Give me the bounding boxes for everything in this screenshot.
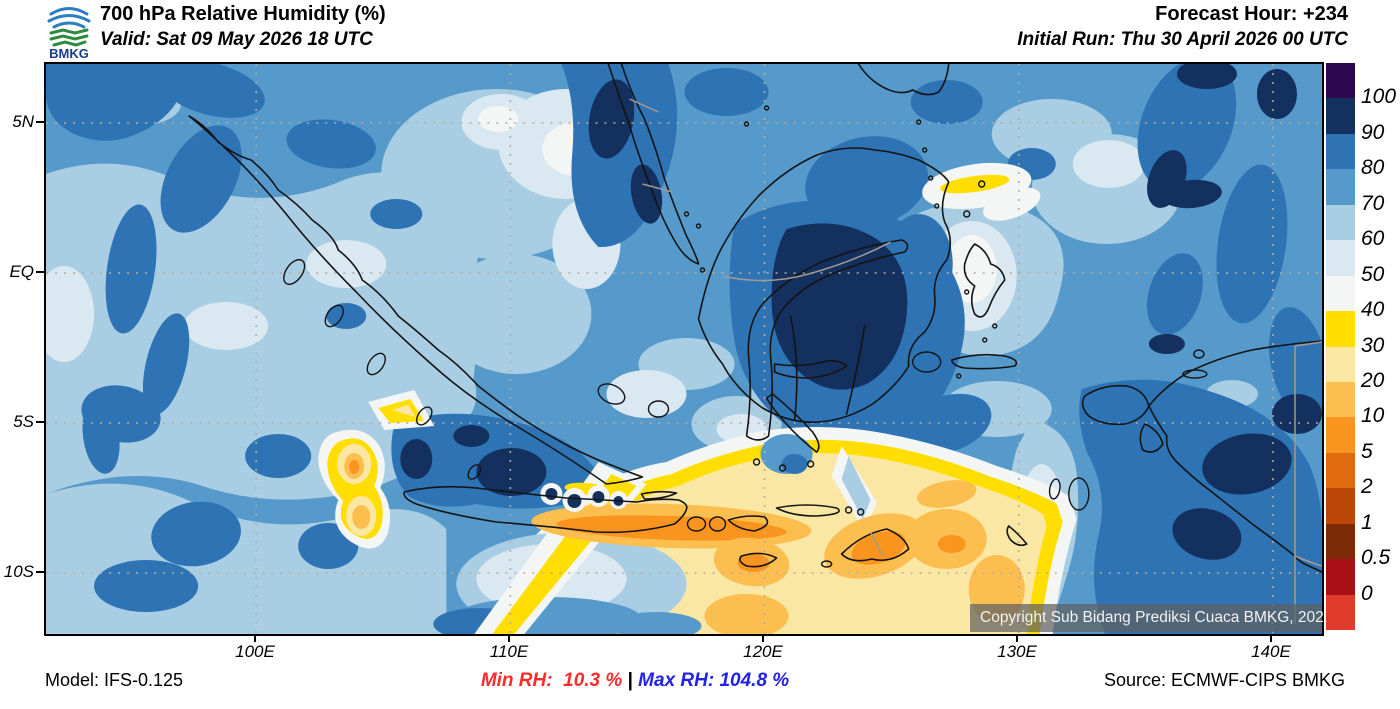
colorbar-label: 90 xyxy=(1361,120,1385,144)
colorbar-segment xyxy=(1326,417,1355,453)
colorbar-label: 40 xyxy=(1361,298,1385,322)
rh-contour-map xyxy=(46,64,1322,634)
lat-tick xyxy=(36,121,44,123)
source-label: Source: ECMWF-CIPS BMKG xyxy=(1103,670,1345,690)
colorbar-segment xyxy=(1326,275,1355,312)
colorbar-label: 2 xyxy=(1361,475,1373,499)
lon-label: 120E xyxy=(743,642,783,661)
colorbar-label: 30 xyxy=(1361,333,1385,357)
colorbar-label: 0.5 xyxy=(1361,546,1391,570)
colorbar-label: 10 xyxy=(1361,404,1385,428)
copyright-overlay: Copyright Sub Bidang Prediksi Cuaca BMKG… xyxy=(970,604,1332,632)
lon-tick xyxy=(762,634,764,642)
lon-label: 100E xyxy=(235,642,275,661)
colorbar-segment xyxy=(1326,346,1355,382)
colorbar-segment xyxy=(1326,240,1355,276)
forecast-hour: Forecast Hour: +234 xyxy=(1155,3,1348,25)
logo-waves-green xyxy=(49,28,89,47)
lat-tick xyxy=(36,271,44,273)
lon-tick xyxy=(1016,634,1018,642)
map-area: Copyright Sub Bidang Prediksi Cuaca BMKG… xyxy=(44,62,1332,636)
lat-label: EQ xyxy=(9,262,34,281)
lat-tick xyxy=(36,571,44,573)
page-title: 700 hPa Relative Humidity (%) xyxy=(100,3,386,25)
lat-label: 5S xyxy=(13,412,34,431)
colorbar-label: 70 xyxy=(1361,191,1385,215)
colorbar-segment xyxy=(1326,594,1355,630)
model-label: Model: IFS-0.125 xyxy=(45,670,184,690)
lon-tick xyxy=(254,634,256,642)
max-rh-label: Max RH: 104.8 % xyxy=(638,670,790,691)
initial-run: Initial Run: Thu 30 April 2026 00 UTC xyxy=(1017,29,1348,50)
colorbar-segment xyxy=(1326,311,1355,347)
bmkg-logo: BMKG xyxy=(47,7,91,60)
colorbar-label: 50 xyxy=(1361,262,1385,286)
coastlines xyxy=(188,64,1322,573)
lat-tick xyxy=(36,421,44,423)
colorbar-label: 100 xyxy=(1361,85,1397,109)
colorbar-segment xyxy=(1326,133,1355,170)
colorbar-label: 80 xyxy=(1361,156,1385,180)
colorbar-segment xyxy=(1326,523,1355,560)
colorbar-label: 5 xyxy=(1361,439,1373,463)
colorbar-segment xyxy=(1326,452,1355,489)
colorbar-label: 60 xyxy=(1361,227,1385,251)
colorbar xyxy=(1326,63,1355,630)
lat-label: 10S xyxy=(3,562,34,581)
colorbar-segment xyxy=(1326,381,1355,418)
min-rh-label: Min RH: 10.3 % xyxy=(480,670,623,691)
colorbar-segment xyxy=(1326,63,1355,99)
colorbar-segment xyxy=(1326,98,1355,134)
colorbar-label: 0 xyxy=(1361,581,1373,605)
colorbar-segment xyxy=(1326,169,1355,205)
lat-label: 5N xyxy=(12,112,34,131)
minmax-row: Min RH: 10.3 % | Max RH: 104.8 % xyxy=(285,670,985,692)
logo-text: BMKG xyxy=(49,46,89,60)
valid-time: Valid: Sat 09 May 2026 18 UTC xyxy=(100,29,373,50)
lon-label: 110E xyxy=(489,642,529,661)
colorbar-segment xyxy=(1326,559,1355,595)
colorbar-label: 1 xyxy=(1361,510,1373,534)
colorbar-label: 20 xyxy=(1361,368,1385,392)
country-borders xyxy=(629,98,1322,624)
logo-waves-blue xyxy=(47,7,91,29)
colorbar-segment xyxy=(1326,488,1355,524)
minmax-separator: | xyxy=(622,670,639,691)
colorbar-segment xyxy=(1326,204,1355,241)
lon-label: 140E xyxy=(1251,642,1291,661)
lon-label: 130E xyxy=(997,642,1037,661)
lon-tick xyxy=(508,634,510,642)
lon-tick xyxy=(1270,634,1272,642)
